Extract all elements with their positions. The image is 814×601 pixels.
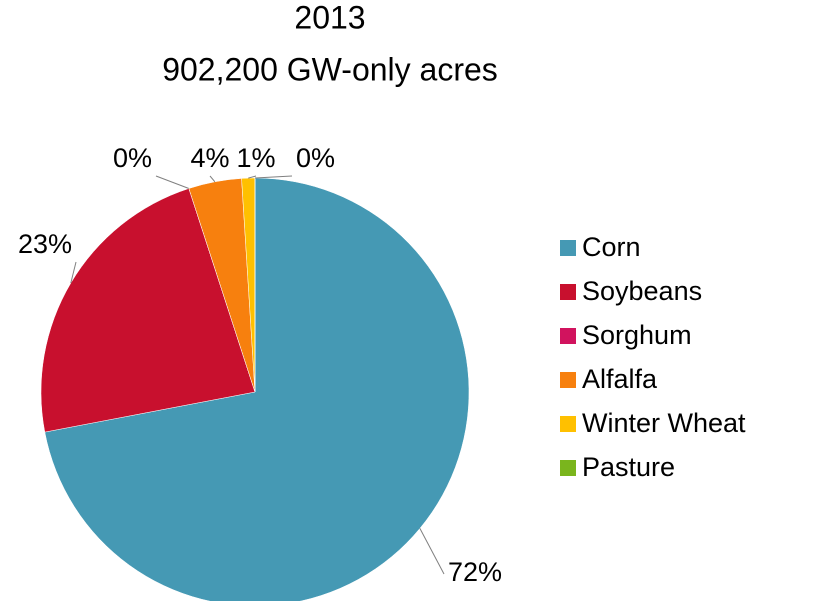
chart-title: 2013 [294, 0, 365, 35]
leader-line [419, 528, 445, 575]
chart-subtitle: 902,200 GW-only acres [162, 51, 498, 87]
legend-swatch [560, 416, 576, 432]
pie-slice [40, 188, 256, 433]
legend-label: Soybeans [582, 276, 702, 306]
leader-line [70, 261, 77, 284]
legend-swatch [560, 284, 576, 300]
data-label: 72% [448, 557, 502, 587]
legend-label: Corn [582, 232, 641, 262]
legend-swatch [560, 328, 576, 344]
data-label: 23% [18, 229, 72, 259]
legend-swatch [560, 460, 576, 476]
leader-line [209, 175, 216, 183]
leader-line [248, 175, 257, 179]
legend-swatch [560, 372, 576, 388]
legend-label: Pasture [582, 452, 675, 482]
legend-label: Alfalfa [582, 364, 658, 394]
leader-line [254, 175, 293, 179]
leader-line [155, 175, 190, 189]
pie-slice [44, 177, 470, 601]
data-label: 4% [190, 143, 229, 173]
legend-swatch [560, 240, 576, 256]
data-label: 0% [296, 143, 335, 173]
data-label: 0% [113, 143, 152, 173]
data-label: 1% [236, 143, 275, 173]
legend-label: Sorghum [582, 320, 692, 350]
legend-label: Winter Wheat [582, 408, 746, 438]
